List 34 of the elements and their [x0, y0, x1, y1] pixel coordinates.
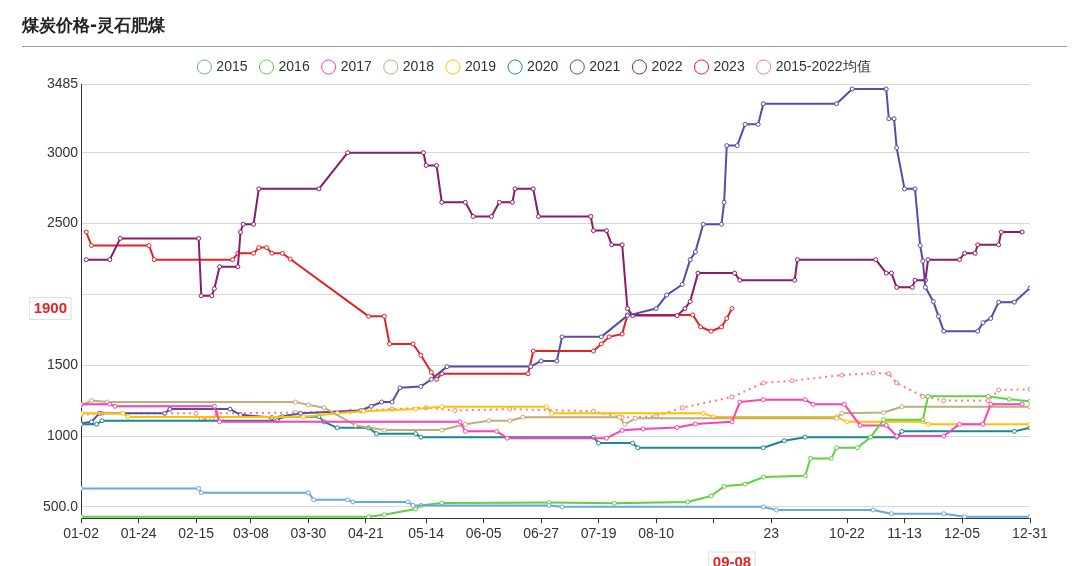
x-tick-label: 06-05 [465, 525, 502, 542]
legend-label: 2016 [278, 57, 310, 74]
legend-label: 2015 [216, 57, 248, 74]
y-tick-label: 3000 [46, 143, 79, 160]
x-tick-label: 12-05 [944, 525, 981, 542]
x-tick-label: 02-15 [178, 525, 215, 542]
x-tick-label: 01-24 [120, 525, 157, 542]
text: 1900 [33, 298, 68, 316]
x-tick-label: 03-08 [233, 525, 270, 542]
x-tick-label: 04-21 [348, 525, 385, 542]
x-tick-label: 23 [763, 525, 780, 542]
legend-label: 2023 [713, 57, 745, 74]
x-tick-label: 05-14 [408, 525, 445, 542]
x-tick-label: 01-02 [63, 525, 100, 542]
legend-label: 2019 [464, 57, 497, 74]
y-tick-label: 3485 [46, 74, 79, 91]
legend-label: 2021 [589, 57, 621, 74]
chart-title: 煤炭价格-灵石肥煤 [22, 14, 1067, 47]
legend-label: 2020 [527, 57, 559, 74]
x-tick-label: 03-30 [290, 525, 327, 542]
y-tick-label: 1500 [46, 356, 79, 373]
y-tick-label: 2500 [46, 214, 79, 231]
legend-label: 2017 [340, 57, 373, 74]
legend-label: 2022 [651, 57, 683, 74]
y-tick-label: 500.0 [42, 497, 79, 514]
x-tick-label: 11-13 [887, 525, 923, 542]
legend-label: 2015-2022均值 [775, 57, 871, 74]
x-tick-label: 08-10 [638, 525, 675, 542]
x-tick-label: 12-31 [1012, 525, 1049, 542]
x-tick-label: 06-27 [523, 525, 560, 542]
x-tick-label: 07-19 [580, 525, 617, 542]
x-tick-label: 10-22 [829, 525, 866, 542]
y-tick-label: 1000 [46, 426, 79, 443]
legend-label: 2018 [402, 57, 435, 74]
